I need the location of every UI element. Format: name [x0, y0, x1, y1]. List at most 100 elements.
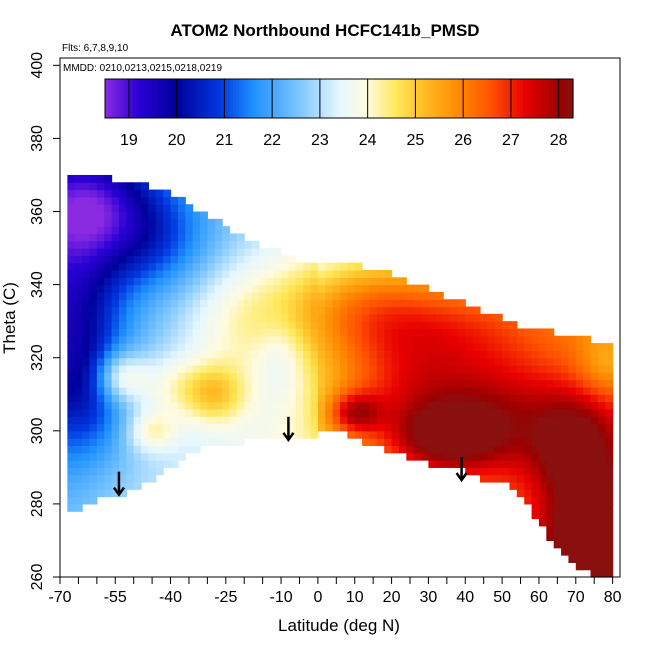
heatmap-cell	[214, 386, 223, 395]
heatmap-cell	[332, 328, 341, 337]
heatmap-cell	[207, 218, 216, 227]
heatmap-cell	[494, 372, 503, 381]
heatmap-cell	[376, 343, 385, 351]
heatmap-cell	[170, 204, 179, 213]
heatmap-cell	[435, 445, 444, 454]
heatmap-cell	[126, 350, 135, 359]
heatmap-cell	[413, 401, 422, 410]
heatmap-cell	[89, 496, 98, 505]
heatmap-cell	[590, 489, 599, 498]
heatmap-cell	[133, 350, 142, 359]
heatmap-cell	[406, 423, 415, 432]
heatmap-cell	[148, 379, 157, 388]
heatmap-cell	[207, 284, 216, 293]
heatmap-cell	[170, 277, 179, 286]
heatmap-cell	[111, 248, 120, 256]
colorbar-swatch	[479, 79, 484, 118]
heatmap-cell	[236, 401, 245, 410]
heatmap-cell	[141, 204, 150, 213]
heatmap-cell	[74, 416, 83, 425]
heatmap-cell	[524, 416, 533, 425]
heatmap-cell	[597, 350, 606, 359]
heatmap-cell	[104, 226, 113, 235]
heatmap-cell	[207, 291, 216, 300]
heatmap-cell	[177, 321, 186, 330]
heatmap-cell	[332, 350, 341, 359]
heatmap-cell	[605, 365, 614, 373]
heatmap-cell	[163, 218, 172, 227]
heatmap-cell	[317, 416, 326, 425]
heatmap-cell	[347, 430, 356, 439]
heatmap-cell	[82, 438, 91, 447]
heatmap-cell	[310, 269, 319, 278]
heatmap-cell	[568, 496, 577, 505]
heatmap-cell	[177, 416, 186, 425]
heatmap-cell	[325, 291, 334, 300]
heatmap-cell	[258, 343, 267, 351]
heatmap-cell	[141, 255, 150, 264]
heatmap-cell	[472, 321, 481, 330]
heatmap-cell	[67, 379, 76, 388]
heatmap-cell	[450, 365, 459, 373]
heatmap-cell	[141, 343, 150, 351]
heatmap-cell	[74, 277, 83, 286]
heatmap-cell	[568, 518, 577, 527]
heatmap-cell	[170, 335, 179, 344]
heatmap-cell	[163, 255, 172, 264]
dates-note: MMDD: 0210,0213,0215,0218,0219	[63, 63, 222, 74]
heatmap-cell	[266, 299, 275, 308]
heatmap-cell	[118, 299, 127, 308]
heatmap-cell	[546, 452, 555, 461]
heatmap-cell	[155, 226, 164, 235]
heatmap-cell	[605, 438, 614, 447]
heatmap-cell	[568, 343, 577, 351]
heatmap-cell	[288, 262, 297, 271]
heatmap-cell	[605, 481, 614, 490]
heatmap-cell	[148, 189, 157, 198]
heatmap-cell	[538, 474, 547, 483]
heatmap-cell	[266, 350, 275, 359]
heatmap-cell	[74, 299, 83, 308]
heatmap-cell	[590, 562, 599, 571]
heatmap-cell	[457, 350, 466, 359]
heatmap-cell	[480, 343, 488, 351]
heatmap-cell	[89, 233, 98, 242]
heatmap-cell	[384, 291, 393, 300]
heatmap-cell	[177, 401, 186, 410]
colorbar-swatch	[310, 79, 315, 118]
heatmap-cell	[546, 401, 555, 410]
heatmap-cell	[303, 365, 312, 373]
heatmap-cell	[561, 547, 570, 556]
heatmap-cell	[575, 372, 584, 381]
heatmap-cell	[332, 262, 341, 271]
heatmap-cell	[133, 284, 142, 293]
heatmap-cell	[332, 284, 341, 293]
heatmap-cell	[251, 386, 260, 395]
heatmap-cell	[266, 284, 275, 293]
heatmap-cell	[435, 416, 444, 425]
heatmap-cell	[163, 445, 172, 454]
heatmap-cell	[126, 182, 135, 191]
heatmap-cell	[141, 438, 150, 447]
heatmap-cell	[303, 299, 312, 308]
heatmap-cell	[347, 291, 356, 300]
colorbar-swatch	[348, 79, 353, 118]
heatmap-cell	[141, 474, 150, 483]
x-tick-label: -40	[159, 589, 182, 606]
heatmap-cell	[516, 445, 525, 454]
heatmap-cell	[457, 321, 466, 330]
heatmap-cell	[104, 343, 113, 351]
heatmap-cell	[406, 416, 415, 425]
heatmap-cell	[273, 299, 282, 308]
heatmap-cell	[96, 299, 105, 308]
colorbar-swatch	[223, 79, 228, 118]
heatmap-cell	[303, 386, 312, 395]
heatmap-cell	[583, 350, 592, 359]
heatmap-cell	[200, 262, 208, 271]
heatmap-cell	[421, 306, 430, 315]
heatmap-cell	[192, 262, 201, 271]
heatmap-cell	[200, 416, 208, 425]
colorbar-swatch	[329, 79, 334, 118]
heatmap-cell	[126, 335, 135, 344]
heatmap-cell	[472, 350, 481, 359]
